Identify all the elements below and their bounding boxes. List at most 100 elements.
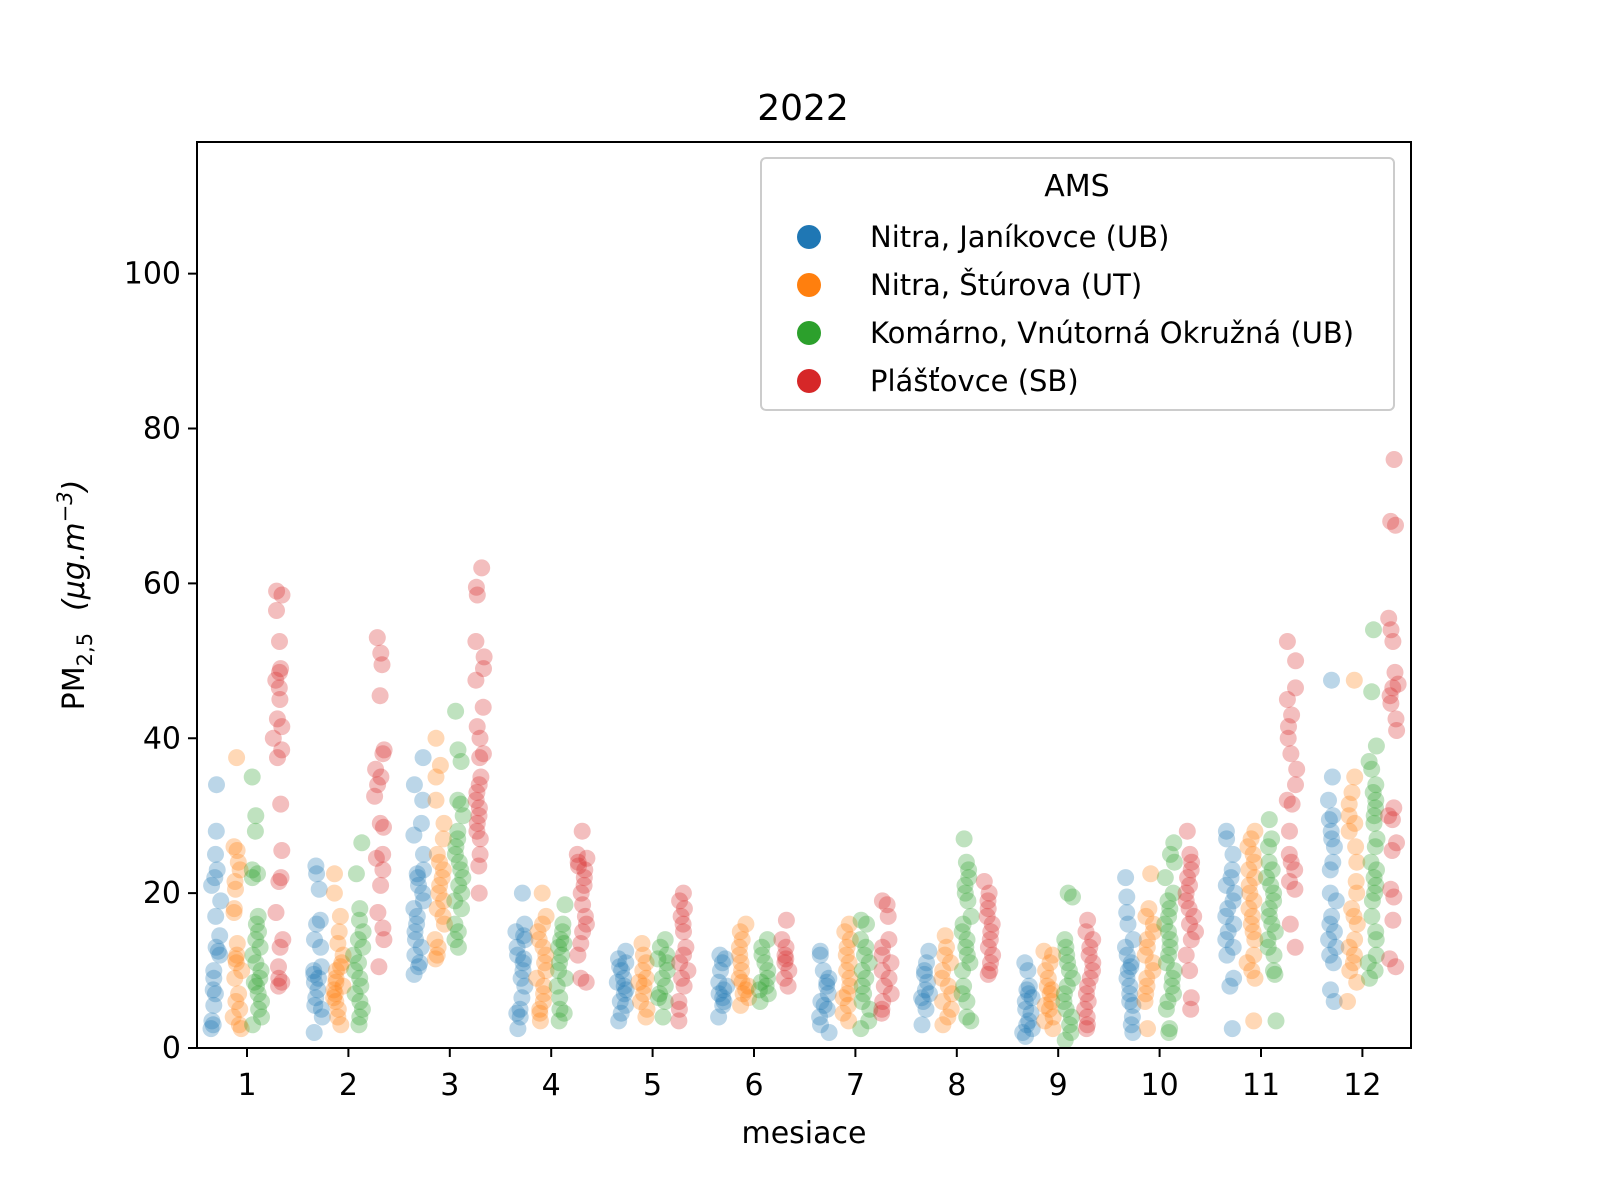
data-point xyxy=(1389,675,1407,693)
data-point xyxy=(557,969,575,987)
data-point xyxy=(273,842,291,859)
data-point xyxy=(1183,853,1201,871)
data-point xyxy=(531,1000,549,1018)
data-point xyxy=(227,950,245,968)
data-point xyxy=(414,884,432,902)
data-point xyxy=(612,1004,630,1022)
data-point xyxy=(1340,795,1358,813)
x-tick-label: 1 xyxy=(237,1068,256,1103)
data-point xyxy=(1363,907,1381,925)
data-point xyxy=(226,969,244,987)
data-point xyxy=(207,822,225,840)
data-point xyxy=(670,1000,688,1018)
data-point xyxy=(757,977,775,995)
data-point xyxy=(1044,1008,1062,1026)
data-point xyxy=(271,938,289,956)
data-point xyxy=(1159,993,1177,1010)
data-point xyxy=(1182,989,1200,1007)
data-point xyxy=(1014,1024,1032,1041)
data-point xyxy=(920,942,938,960)
data-point xyxy=(1217,907,1235,925)
data-point xyxy=(578,849,596,867)
data-point xyxy=(658,954,676,972)
data-point xyxy=(1246,822,1264,840)
x-tick-label: 11 xyxy=(1242,1068,1280,1103)
data-point xyxy=(1266,923,1284,941)
data-point xyxy=(1367,776,1385,794)
data-point xyxy=(208,861,226,879)
data-point xyxy=(470,857,488,875)
data-point xyxy=(1044,946,1061,964)
data-point xyxy=(205,996,223,1014)
data-point xyxy=(468,814,486,832)
data-point xyxy=(375,931,393,949)
data-point xyxy=(1056,1031,1074,1049)
data-point xyxy=(434,907,452,925)
data-point xyxy=(1124,996,1142,1014)
data-point xyxy=(856,946,873,964)
data-point xyxy=(873,1000,891,1018)
data-point xyxy=(575,876,593,894)
data-point xyxy=(227,954,245,972)
data-point xyxy=(551,989,569,1007)
data-point xyxy=(811,942,829,960)
data-point xyxy=(435,915,453,933)
data-point xyxy=(1287,776,1304,794)
data-point xyxy=(779,977,797,995)
data-point xyxy=(1346,768,1364,786)
data-point xyxy=(330,923,348,941)
data-point xyxy=(414,892,432,910)
data-point xyxy=(273,586,291,604)
data-point xyxy=(1037,962,1055,980)
data-point xyxy=(913,989,931,1007)
data-point xyxy=(1384,911,1402,929)
data-point xyxy=(449,822,467,840)
data-point xyxy=(270,969,288,987)
data-point xyxy=(446,915,464,933)
data-point xyxy=(1240,876,1258,894)
data-point xyxy=(637,954,655,972)
data-point xyxy=(656,977,674,995)
data-point xyxy=(943,985,961,1003)
data-point xyxy=(1384,633,1402,650)
data-point xyxy=(408,865,426,883)
data-point xyxy=(325,981,343,999)
data-point xyxy=(1160,946,1178,964)
data-point xyxy=(1119,962,1137,980)
data-point xyxy=(1323,768,1341,786)
data-point xyxy=(471,749,489,767)
data-point xyxy=(329,1000,347,1018)
legend-marker xyxy=(797,225,821,249)
y-axis-label: PM2,5 (μg.m−3) xyxy=(53,480,97,711)
data-point xyxy=(857,938,875,956)
data-point xyxy=(1181,845,1199,863)
data-point xyxy=(653,969,671,987)
data-point xyxy=(1260,907,1278,925)
data-point xyxy=(332,1016,350,1034)
data-point xyxy=(733,973,751,991)
data-point xyxy=(712,962,729,980)
data-point xyxy=(1368,861,1385,879)
data-point xyxy=(953,923,971,941)
data-point xyxy=(1182,861,1200,879)
data-point xyxy=(1020,985,1038,1003)
data-point xyxy=(513,989,531,1007)
data-point xyxy=(670,1012,688,1030)
data-point xyxy=(207,907,225,925)
data-point xyxy=(957,853,975,871)
data-point xyxy=(247,915,265,933)
data-point xyxy=(737,981,755,999)
data-point xyxy=(1367,799,1384,817)
data-point xyxy=(1144,954,1162,972)
data-point xyxy=(446,931,464,949)
data-point xyxy=(351,900,369,918)
data-point xyxy=(1347,838,1365,856)
data-point xyxy=(273,718,291,736)
data-point xyxy=(568,845,586,863)
data-point xyxy=(1064,888,1081,906)
data-point xyxy=(777,911,795,929)
data-point xyxy=(374,745,392,763)
data-point xyxy=(1160,907,1178,925)
data-point xyxy=(875,977,893,995)
data-point xyxy=(471,845,489,863)
